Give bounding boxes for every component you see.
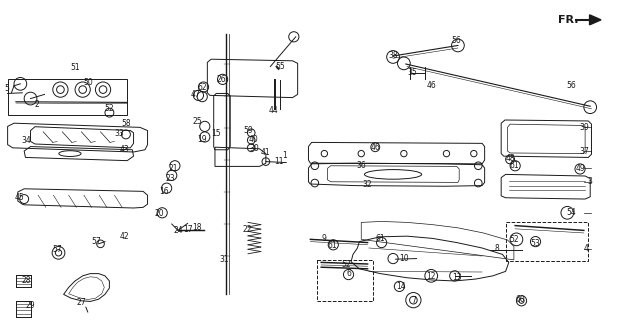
Text: 59: 59 — [243, 126, 253, 135]
Text: 58: 58 — [121, 119, 131, 128]
Text: 14: 14 — [396, 282, 406, 291]
Text: 24: 24 — [173, 226, 183, 235]
Text: 11: 11 — [274, 157, 283, 166]
Text: 6: 6 — [346, 269, 351, 278]
Text: 22: 22 — [242, 225, 251, 234]
Text: 20: 20 — [154, 209, 164, 218]
Text: 16: 16 — [159, 187, 169, 196]
Text: 54: 54 — [566, 208, 576, 217]
Text: 40: 40 — [248, 135, 258, 144]
Text: 10: 10 — [399, 254, 409, 263]
Text: 41: 41 — [261, 148, 271, 157]
Text: 36: 36 — [356, 161, 366, 170]
Text: 2: 2 — [34, 100, 39, 108]
Text: 57: 57 — [92, 237, 102, 246]
Text: 56: 56 — [566, 81, 576, 90]
Text: 26: 26 — [216, 75, 226, 84]
Text: 61: 61 — [375, 234, 385, 243]
Text: 50: 50 — [83, 78, 93, 87]
Text: 62: 62 — [197, 83, 207, 92]
Text: 60: 60 — [515, 295, 525, 304]
Text: 51: 51 — [70, 63, 80, 72]
Text: 31: 31 — [219, 255, 229, 264]
Text: 17: 17 — [183, 225, 193, 234]
Text: 45: 45 — [14, 193, 24, 202]
Text: 56: 56 — [452, 36, 462, 45]
Text: 46: 46 — [370, 143, 380, 152]
Text: 44: 44 — [268, 106, 279, 115]
Text: 33: 33 — [114, 129, 125, 138]
Text: 9: 9 — [322, 234, 327, 243]
Text: 39: 39 — [579, 123, 589, 132]
Text: 55: 55 — [275, 62, 285, 71]
Text: 48: 48 — [505, 154, 515, 163]
Text: 34: 34 — [22, 136, 32, 145]
Text: 57: 57 — [52, 245, 62, 254]
Polygon shape — [590, 15, 601, 25]
Text: 49: 49 — [575, 164, 585, 172]
Text: 47: 47 — [191, 90, 201, 99]
Text: 25: 25 — [192, 117, 202, 126]
Text: 43: 43 — [119, 145, 129, 154]
Text: 52: 52 — [104, 104, 114, 113]
Text: 21: 21 — [169, 164, 177, 172]
Text: 12: 12 — [427, 272, 436, 281]
Text: 38: 38 — [388, 51, 398, 60]
Text: 42: 42 — [119, 232, 129, 241]
Text: 46: 46 — [426, 81, 436, 90]
Text: 29: 29 — [25, 301, 36, 310]
Text: 52: 52 — [342, 260, 352, 269]
Text: 8: 8 — [495, 244, 500, 253]
Text: 23: 23 — [165, 174, 176, 183]
Bar — [506, 222, 588, 261]
Text: 3: 3 — [588, 177, 593, 186]
Text: 61: 61 — [327, 241, 337, 250]
Bar — [317, 260, 373, 301]
Text: 52: 52 — [509, 235, 519, 244]
Text: 27: 27 — [76, 298, 86, 307]
Text: 18: 18 — [193, 223, 202, 232]
Text: 4: 4 — [584, 244, 589, 253]
Text: 7: 7 — [411, 296, 416, 305]
Text: 32: 32 — [363, 180, 373, 188]
Text: FR.: FR. — [558, 15, 579, 25]
Bar — [8, 79, 127, 115]
Text: 61: 61 — [509, 161, 519, 170]
Text: 15: 15 — [211, 129, 221, 138]
Text: 37: 37 — [579, 147, 589, 156]
Text: 5: 5 — [4, 84, 9, 93]
Text: 19: 19 — [197, 135, 207, 144]
Text: 35: 35 — [407, 68, 417, 77]
Text: 53: 53 — [530, 239, 541, 248]
Text: 30: 30 — [249, 144, 259, 153]
Text: 1: 1 — [282, 151, 287, 160]
Text: 28: 28 — [22, 276, 31, 285]
Text: 13: 13 — [452, 273, 462, 282]
